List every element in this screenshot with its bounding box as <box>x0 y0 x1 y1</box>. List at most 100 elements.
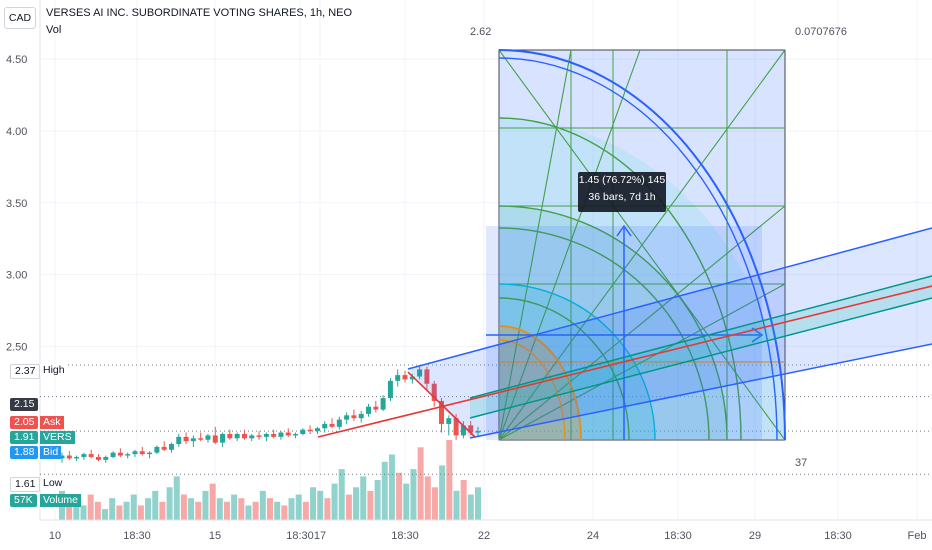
price-tag-value: 1.88 <box>10 446 39 459</box>
candle-body <box>147 452 153 455</box>
volume-bar <box>324 498 331 520</box>
grid <box>39 0 932 520</box>
candle-body <box>220 433 226 443</box>
volume-bar <box>87 494 94 520</box>
volume-bar <box>417 447 424 520</box>
volume-bar <box>173 476 180 520</box>
candle-body <box>212 435 218 443</box>
drawings[interactable] <box>317 49 932 441</box>
volume-bar <box>130 494 137 520</box>
time-tick-label: 29 <box>749 530 761 542</box>
candle-body <box>424 369 430 384</box>
candle-body <box>460 425 466 436</box>
volume-bar <box>195 501 202 520</box>
volume-bar <box>267 498 273 520</box>
volume-bar <box>209 483 216 520</box>
gann-arcs <box>498 49 786 441</box>
pitch-handle-line[interactable] <box>407 371 476 438</box>
volume-bar <box>259 490 266 520</box>
volume-bar <box>317 490 324 520</box>
candles <box>59 365 481 463</box>
volume-bar <box>123 501 130 520</box>
candle-body <box>351 415 357 419</box>
candle-body <box>366 406 372 414</box>
candle-body <box>278 432 284 437</box>
time-tick-label: Feb <box>908 530 927 542</box>
time-tick-label: 17 <box>314 530 326 542</box>
price-tag-value: 2.05 <box>10 416 39 429</box>
candle-body <box>74 456 80 459</box>
candle-body <box>446 418 452 424</box>
volume-bar <box>145 498 152 520</box>
gann-price-left: 2.62 <box>470 26 491 38</box>
volume-bar <box>431 487 438 520</box>
candle-body <box>110 452 116 457</box>
volume-bar <box>353 487 360 520</box>
volume-bar <box>439 465 446 520</box>
candle-body <box>409 376 415 380</box>
volume-bar <box>66 501 73 520</box>
volume-bar <box>345 494 352 520</box>
channel-lines[interactable] <box>407 227 932 439</box>
candle-body <box>373 406 379 410</box>
candle-body <box>117 452 123 456</box>
median-line[interactable] <box>317 285 932 438</box>
candle-body <box>183 436 189 442</box>
volume-bar <box>381 461 388 520</box>
volume-bar <box>460 480 467 520</box>
currency-button[interactable]: CAD <box>4 7 36 29</box>
volume-bar <box>467 494 474 520</box>
price-tag-value: 2.37 <box>10 364 41 379</box>
price-axis[interactable]: 4.50 4.00 3.50 3.00 2.50 <box>6 54 27 353</box>
volume-bar <box>231 494 238 520</box>
volume-bar <box>374 480 381 520</box>
candle-body <box>263 433 269 437</box>
gann-price-right: 0.0707676 <box>795 26 847 38</box>
time-tick-label: 18:30 <box>391 530 419 542</box>
candle-body <box>314 428 320 432</box>
candle-body <box>198 438 204 440</box>
volume-bar <box>360 476 367 520</box>
volume-bar <box>338 469 345 520</box>
price-tick-label: 4.00 <box>6 126 27 138</box>
volume-bar <box>223 501 230 520</box>
volume-bar <box>245 505 252 520</box>
volume-bar <box>73 498 80 520</box>
candle-body <box>103 456 109 460</box>
candle-body <box>293 433 299 436</box>
candle-body <box>66 455 72 459</box>
candle-body <box>329 423 335 427</box>
time-axis[interactable]: 10 18:30 15 18:30 17 18:30 22 24 18:30 29 18:30 Feb <box>40 519 932 542</box>
candle-body <box>241 433 247 439</box>
volume-bar <box>238 498 245 520</box>
measure-tooltip-line2: 36 bars, 7d 1h <box>588 191 656 203</box>
volume-bar <box>302 501 309 520</box>
candle-body <box>285 432 291 436</box>
time-tick-label: 10 <box>49 530 61 542</box>
candle-body <box>88 454 94 457</box>
candle-body <box>132 451 138 455</box>
gann-fan <box>498 49 786 441</box>
indicator-label-vol[interactable]: Vol <box>46 24 62 36</box>
time-tick-label: 18:30 <box>664 530 692 542</box>
chart-title: VERSES AI INC. SUBORDINATE VOTING SHARES… <box>46 7 353 19</box>
candle-body <box>81 454 87 457</box>
candle-body <box>300 429 306 434</box>
candle-body <box>161 446 167 450</box>
candle-body <box>154 446 160 453</box>
volume-bar <box>331 483 338 520</box>
volume-bar <box>202 490 209 520</box>
time-tick-label: 18:30 <box>824 530 852 542</box>
candle-body <box>402 375 408 380</box>
volume-bar <box>288 498 295 520</box>
price-tag-value: 2.15 <box>10 398 39 411</box>
candle-body <box>387 380 393 399</box>
channel-inner-fill <box>470 276 932 418</box>
volume-bar <box>80 505 87 520</box>
candle-body <box>168 444 174 450</box>
candle-body <box>336 419 342 427</box>
price-tick-label: 3.50 <box>6 198 27 210</box>
candle-body <box>271 433 277 437</box>
candle-body <box>190 438 196 442</box>
